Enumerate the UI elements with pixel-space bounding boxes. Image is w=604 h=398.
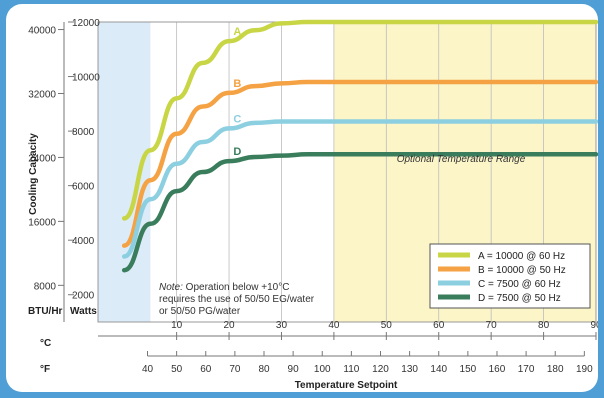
note-line-3: or 50/50 PG/water <box>159 306 241 317</box>
fahrenheit-tick-label: 90 <box>288 364 300 375</box>
celsius-unit-label: °C <box>40 338 51 349</box>
watts-unit-label: Watts <box>70 306 97 317</box>
watts-tick-label: 10000 <box>72 73 100 84</box>
fahrenheit-unit-label: °F <box>40 364 50 375</box>
fahrenheit-tick-label: 70 <box>229 364 241 375</box>
btu-tick-label: 24000 <box>28 153 56 164</box>
celsius-tick-label: 10 <box>171 320 183 331</box>
fahrenheit-tick-label: 60 <box>200 364 212 375</box>
legend-entry-d: D = 7500 @ 50 Hz <box>478 293 561 304</box>
legend-entry-c: C = 7500 @ 60 Hz <box>478 279 561 290</box>
series-label-a: A <box>233 26 241 38</box>
legend: A = 10000 @ 60 Hz B = 10000 @ 50 Hz C = 75… <box>429 243 591 309</box>
watts-tick-label: 4000 <box>72 236 95 247</box>
note-line-2: requires the use of 50/50 EG/water <box>159 294 315 305</box>
fahrenheit-tick-label: 140 <box>430 364 447 375</box>
fahrenheit-tick-label: 80 <box>258 364 270 375</box>
btu-tick-label: 8000 <box>34 281 57 292</box>
watts-tick-label: 6000 <box>72 182 95 193</box>
fahrenheit-tick-label: 50 <box>171 364 183 375</box>
celsius-tick-label: 90 <box>590 320 598 331</box>
note-line-1: Note: Operation below +10°C <box>159 282 289 293</box>
fahrenheit-tick-label: 180 <box>547 364 564 375</box>
series-label-d: D <box>233 146 241 158</box>
watts-tick-label: 8000 <box>72 127 95 138</box>
celsius-tick-label: 70 <box>486 320 498 331</box>
fahrenheit-tick-label: 100 <box>314 364 331 375</box>
note-line-1-text: Operation below +10°C <box>183 282 290 293</box>
celsius-tick-label: 20 <box>223 320 235 331</box>
watts-tick-label: 2000 <box>72 291 95 302</box>
btu-tick-label: 32000 <box>28 89 56 100</box>
chart-card: 2000 4000 6000 8000 10000 12000 8000 16000 24000… <box>6 4 598 392</box>
fahrenheit-tick-label: 160 <box>489 364 506 375</box>
x-axis-title: Temperature Setpoint <box>295 380 398 391</box>
series-label-b: B <box>233 78 241 90</box>
fahrenheit-tick-label: 40 <box>142 364 154 375</box>
legend-entry-b: B = 10000 @ 50 Hz <box>478 265 566 276</box>
series-label-c: C <box>233 113 241 125</box>
low-temperature-band <box>98 22 151 322</box>
celsius-tick-label: 30 <box>276 320 288 331</box>
fahrenheit-tick-label: 120 <box>372 364 389 375</box>
series-line-a <box>121 19 598 221</box>
celsius-tick-label: 50 <box>381 320 393 331</box>
watts-tick-label: 12000 <box>72 18 100 29</box>
series-line-c <box>121 119 598 259</box>
series-line-d <box>121 152 598 273</box>
celsius-tick-label: 80 <box>538 320 550 331</box>
celsius-tick-label: 60 <box>433 320 445 331</box>
legend-entry-a: A = 10000 @ 60 Hz <box>478 251 565 262</box>
btu-unit-label: BTU/Hr <box>28 306 63 317</box>
cooling-capacity-chart: 2000 4000 6000 8000 10000 12000 8000 16000 24000… <box>28 18 598 391</box>
btu-tick-label: 40000 <box>28 26 56 37</box>
optional-range-label: Optional Temperature Range <box>397 154 526 165</box>
fahrenheit-tick-label: 110 <box>343 364 359 375</box>
celsius-tick-label: 40 <box>328 320 340 331</box>
fahrenheit-tick-label: 130 <box>401 364 418 375</box>
fahrenheit-tick-label: 150 <box>460 364 477 375</box>
fahrenheit-tick-label: 170 <box>518 364 535 375</box>
note-italic: Note: <box>159 282 183 293</box>
btu-tick-label: 16000 <box>28 217 56 228</box>
series-line-b <box>121 79 598 248</box>
fahrenheit-tick-label: 190 <box>576 364 593 375</box>
y-axis-title: Cooling Capacity <box>28 133 39 215</box>
